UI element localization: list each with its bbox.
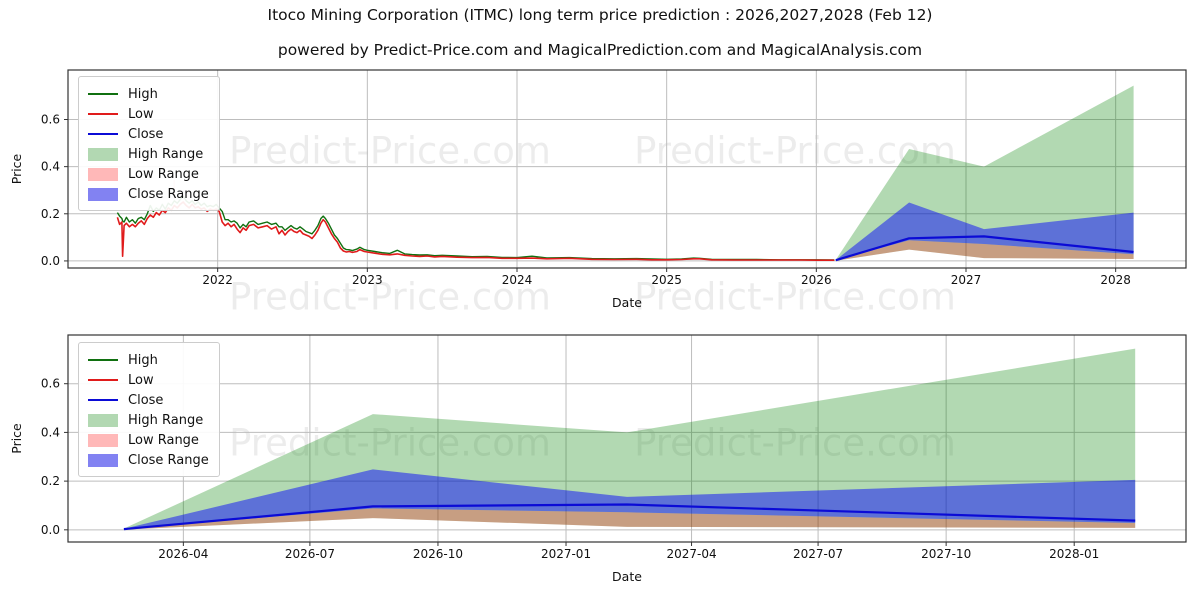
legend-item-low-range: Low Range: [88, 164, 209, 184]
legend-item-label: Close Range: [128, 452, 209, 468]
x-tick-label: 2022: [202, 273, 233, 287]
legend-item-label: High: [128, 352, 158, 368]
watermark-text: Predict-Price.com: [229, 275, 551, 319]
page-title: Itoco Mining Corporation (ITMC) long ter…: [267, 6, 933, 24]
legend-item-low: Low: [88, 104, 209, 124]
legend-patch-swatch: [88, 187, 118, 201]
legend-line-swatch: [88, 112, 118, 116]
legend-line-swatch: [88, 378, 118, 382]
legend-item-label: Close: [128, 392, 164, 408]
legend-line-swatch: [88, 132, 118, 136]
y-tick-label: 0.0: [41, 523, 60, 537]
legend-item-high-range: High Range: [88, 144, 209, 164]
legend-item-label: Close Range: [128, 186, 209, 202]
legend-item-low: Low: [88, 370, 209, 390]
legend-item-high: High: [88, 84, 209, 104]
legend-item-label: High: [128, 86, 158, 102]
legend-patch-swatch: [88, 167, 118, 181]
x-tick-label: 2025: [651, 273, 682, 287]
plot-frame: [67, 69, 1187, 269]
legend-item-close-range: Close Range: [88, 450, 209, 470]
watermark-text: Predict-Price.com: [634, 422, 956, 465]
close-range-area: [123, 469, 1136, 530]
legend-item-close: Close: [88, 390, 209, 410]
y-tick-label: 0.2: [41, 474, 60, 488]
x-tick-label: 2028-01: [1049, 547, 1099, 561]
x-tick-label: 2027: [951, 273, 982, 287]
y-axis-label: Price: [9, 423, 24, 454]
y-axis-label: Price: [9, 153, 24, 184]
x-tick-label: 2027-10: [921, 547, 971, 561]
low-history-line: [116, 201, 835, 261]
x-tick-label: 2027-04: [666, 547, 716, 561]
high-history-line: [116, 195, 835, 261]
legend-item-high-range: High Range: [88, 410, 209, 430]
y-tick-label: 0.0: [41, 254, 60, 268]
x-tick-label: 2028: [1100, 273, 1131, 287]
legend-item-label: Low Range: [128, 432, 199, 448]
legend-item-label: Low: [128, 372, 154, 388]
legend-item-label: Low: [128, 106, 154, 122]
close-prediction-line: [123, 503, 1136, 531]
x-tick-label: 2023: [352, 273, 383, 287]
legend-item-label: High Range: [128, 146, 204, 162]
legend-item-label: High Range: [128, 412, 204, 428]
x-tick-label: 2026-07: [285, 547, 335, 561]
legend-bottom-chart: High Low Close High Range Low Range Close Ran…: [78, 342, 220, 477]
watermark-text: Predict-Price.com: [634, 129, 956, 173]
x-tick-label: 2026: [801, 273, 832, 287]
y-tick-label: 0.6: [41, 377, 60, 391]
legend-line-swatch: [88, 398, 118, 402]
legend-patch-swatch: [88, 453, 118, 467]
legend-item-label: Close: [128, 126, 164, 142]
legend-line-swatch: [88, 92, 118, 96]
y-tick-label: 0.6: [41, 113, 60, 127]
page-subtitle: powered by Predict-Price.com and Magical…: [277, 41, 923, 59]
close-prediction-line: [835, 235, 1134, 262]
legend-patch-swatch: [88, 433, 118, 447]
y-tick-label: 0.4: [41, 425, 60, 439]
y-tick-label: 0.4: [41, 160, 60, 174]
x-tick-label: 2027-01: [541, 547, 591, 561]
close-range-area: [835, 202, 1134, 261]
legend-patch-swatch: [88, 413, 118, 427]
x-axis-label: Date: [612, 569, 642, 584]
legend-item-high: High: [88, 350, 209, 370]
x-tick-label: 2027-07: [793, 547, 843, 561]
legend-item-close: Close: [88, 124, 209, 144]
legend-item-low-range: Low Range: [88, 430, 209, 450]
high-range-area: [835, 85, 1134, 261]
watermark-text: Predict-Price.com: [229, 129, 551, 173]
low-range-area: [835, 240, 1134, 261]
x-tick-label: 2026-04: [158, 547, 208, 561]
low-range-area: [123, 508, 1136, 530]
legend-item-label: Low Range: [128, 166, 199, 182]
watermark-text: Predict-Price.com: [229, 422, 551, 465]
legend-patch-swatch: [88, 147, 118, 161]
y-tick-label: 0.2: [41, 207, 60, 221]
legend-line-swatch: [88, 358, 118, 362]
plot-frame: [67, 334, 1187, 543]
legend-item-close-range: Close Range: [88, 184, 209, 204]
legend-top-chart: High Low Close High Range Low Range Close Ran…: [78, 76, 220, 211]
x-tick-label: 2024: [502, 273, 533, 287]
x-axis-label: Date: [612, 295, 642, 310]
x-tick-label: 2026-10: [413, 547, 463, 561]
high-range-area: [123, 348, 1136, 530]
watermark-text: Predict-Price.com: [634, 275, 956, 319]
